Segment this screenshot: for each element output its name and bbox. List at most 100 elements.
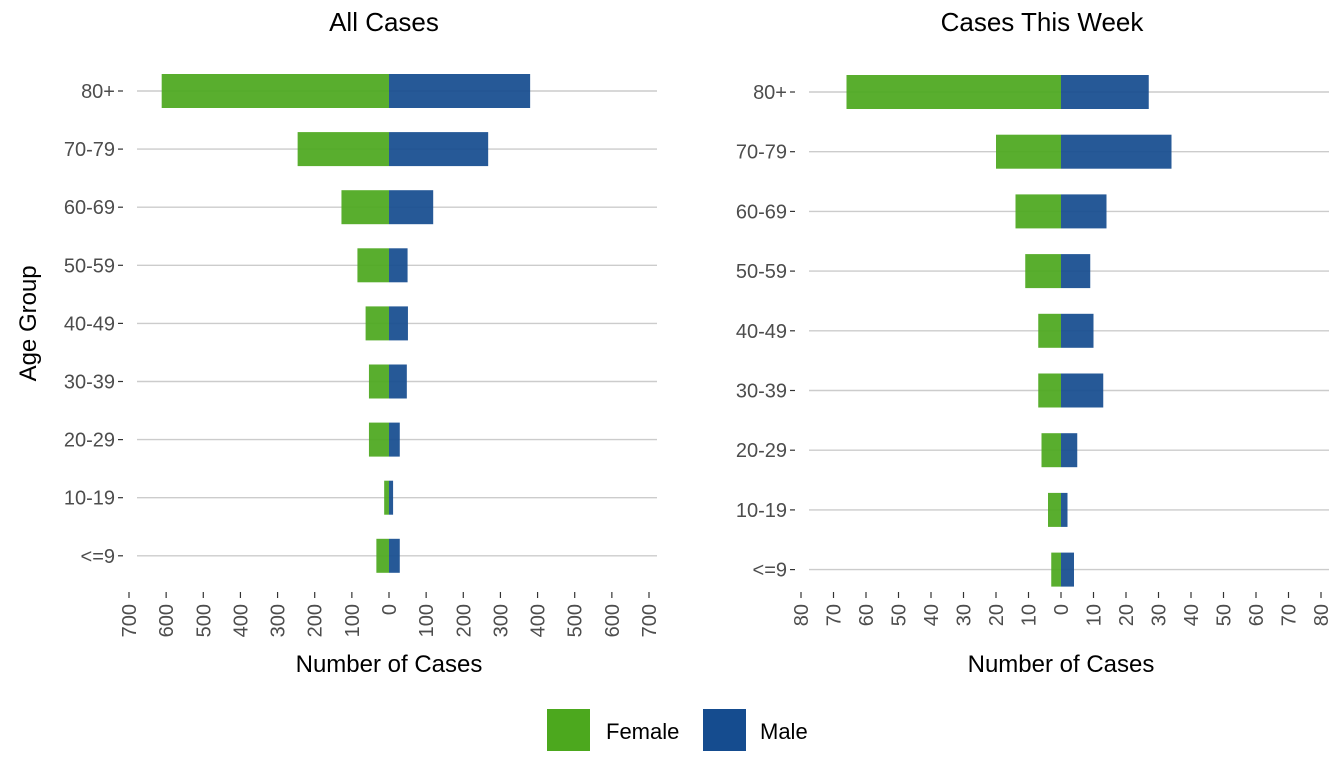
bar-male-10-19	[1061, 492, 1068, 527]
bar-female-20-29	[1041, 433, 1061, 468]
bar-female-10-19	[384, 480, 389, 515]
chart-title: All Cases	[329, 7, 439, 37]
x-tick-label: 100	[342, 604, 364, 637]
x-tick-label: 500	[193, 604, 215, 637]
x-tick-label: 500	[565, 604, 587, 637]
bar-male-70-79	[1061, 134, 1172, 169]
y-tick-label-40-49: 40-49	[64, 313, 115, 335]
bar-male-80plus	[1061, 75, 1149, 109]
x-tick-label: 60	[1246, 604, 1268, 626]
x-tick-label: 60	[856, 604, 878, 626]
x-tick-label: 400	[528, 604, 550, 637]
bar-female-60-69	[341, 190, 389, 225]
x-tick-label: 70	[824, 604, 846, 626]
y-tick-label-40-49: 40-49	[736, 321, 787, 343]
y-tick-label-70-79: 70-79	[736, 142, 787, 164]
bar-male-40-49	[389, 306, 408, 341]
x-tick-label: 50	[1214, 604, 1236, 626]
bar-female-80plus	[161, 74, 389, 108]
legend: Female Male	[547, 709, 808, 751]
y-tick-label-50-59: 50-59	[64, 255, 115, 277]
x-tick-label: 100	[416, 604, 438, 637]
bar-male-le9	[389, 538, 400, 573]
y-tick-label-le9: <=9	[81, 546, 115, 568]
y-tick-label-20-29: 20-29	[736, 440, 787, 462]
y-tick-label-80plus: 80+	[753, 82, 787, 104]
panel-all-cases: All Cases 80+ 70-79 60-69 50-59 40-49 30-39 20-…	[15, 7, 661, 678]
y-tick-label-le9: <=9	[753, 560, 787, 582]
bar-male-60-69	[389, 190, 434, 225]
bar-male-20-29	[1061, 433, 1078, 468]
y-tick-label-80plus: 80+	[81, 81, 115, 103]
bar-female-50-59	[1025, 254, 1061, 289]
x-tick-label: 600	[156, 604, 178, 637]
y-tick-label-20-29: 20-29	[64, 430, 115, 452]
bar-female-30-39	[368, 364, 389, 399]
bar-female-20-29	[368, 422, 389, 457]
y-tick-label-60-69: 60-69	[64, 197, 115, 219]
x-tick-label: 70	[1279, 604, 1301, 626]
chart-title: Cases This Week	[941, 7, 1145, 37]
x-tick-label: 20	[986, 604, 1008, 626]
bar-female-40-49	[365, 306, 389, 341]
x-tick-label: 80	[791, 604, 813, 626]
bar-male-60-69	[1061, 194, 1107, 229]
x-tick-label: 700	[119, 604, 141, 637]
x-tick-label: 400	[230, 604, 252, 637]
bar-male-50-59	[389, 248, 408, 283]
x-tick-label: 300	[490, 604, 512, 637]
x-tick-label: 0	[1051, 604, 1073, 615]
x-tick-label: 10	[1084, 604, 1106, 626]
x-tick-label: 30	[954, 604, 976, 626]
x-tick-label: 50	[889, 604, 911, 626]
x-tick-label: 10	[1019, 604, 1041, 626]
bar-female-70-79	[297, 132, 389, 167]
x-tick-label: 200	[453, 604, 475, 637]
x-tick-label: 300	[268, 604, 290, 637]
panel-cases-this-week: Cases This Week 80+ 70-79 60-69 50-59 40-49 30…	[736, 7, 1333, 678]
bar-male-le9	[1061, 552, 1074, 587]
y-tick-label-30-39: 30-39	[64, 372, 115, 394]
bar-female-le9	[1051, 552, 1061, 587]
legend-label-male: Male	[760, 719, 808, 744]
y-axis-title: Age Group	[15, 265, 42, 381]
legend-swatch-male	[703, 709, 746, 751]
bar-male-40-49	[1061, 313, 1094, 348]
x-tick-label: 200	[305, 604, 327, 637]
bar-female-60-69	[1015, 194, 1061, 229]
bar-female-70-79	[996, 134, 1061, 169]
bar-male-20-29	[389, 422, 400, 457]
bar-female-30-39	[1038, 373, 1061, 408]
x-tick-label: 700	[639, 604, 661, 637]
x-tick-label: 0	[379, 604, 401, 615]
bar-male-80plus	[389, 74, 531, 108]
y-tick-label-60-69: 60-69	[736, 201, 787, 223]
x-axis-title: Number of Cases	[968, 651, 1155, 678]
y-tick-label-10-19: 10-19	[736, 500, 787, 522]
bar-female-50-59	[357, 248, 389, 283]
x-tick-label: 80	[1311, 604, 1333, 626]
bar-male-30-39	[1061, 373, 1104, 408]
y-tick-label-30-39: 30-39	[736, 381, 787, 403]
bar-male-50-59	[1061, 254, 1091, 289]
y-tick-label-50-59: 50-59	[736, 261, 787, 283]
y-tick-label-10-19: 10-19	[64, 488, 115, 510]
x-axis-title: Number of Cases	[296, 651, 483, 678]
x-tick-label: 600	[602, 604, 624, 637]
bar-male-70-79	[389, 132, 489, 167]
x-tick-label: 20	[1116, 604, 1138, 626]
x-tick-label: 30	[1149, 604, 1171, 626]
bar-female-40-49	[1038, 313, 1061, 348]
x-tick-label: 40	[921, 604, 943, 626]
legend-swatch-female	[547, 709, 590, 751]
bar-female-80plus	[846, 75, 1061, 109]
bar-female-10-19	[1048, 492, 1061, 527]
bar-male-30-39	[389, 364, 407, 399]
legend-label-female: Female	[606, 719, 679, 744]
bar-male-10-19	[389, 480, 394, 515]
x-tick-label: 40	[1181, 604, 1203, 626]
y-tick-label-70-79: 70-79	[64, 139, 115, 161]
bar-female-le9	[376, 538, 389, 573]
